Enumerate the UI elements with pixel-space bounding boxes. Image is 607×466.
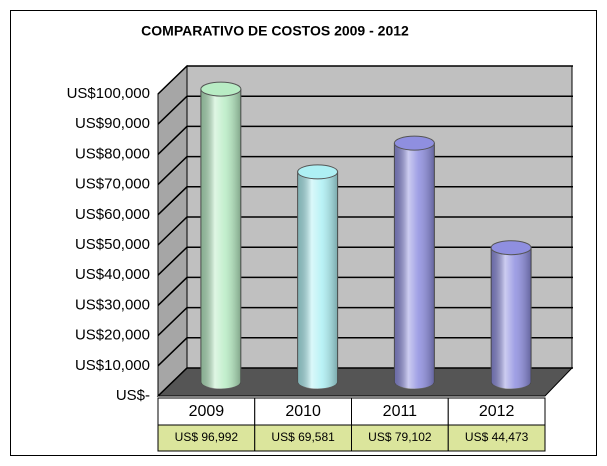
chart-title: COMPARATIVO DE COSTOS 2009 - 2012	[141, 23, 409, 39]
data-table: 2009 US$ 96,992 2010 US$ 69,581 2011 US$ 79,1…	[157, 397, 546, 452]
value-label: US$ 69,581	[271, 430, 335, 444]
bar-top	[393, 135, 435, 151]
bar-shading	[394, 143, 435, 389]
table-cell	[351, 424, 449, 452]
grid-line	[157, 367, 573, 397]
y-tick-label: US$30,000	[75, 296, 150, 313]
grid-line	[157, 186, 573, 216]
value-label: US$ 96,992	[175, 430, 239, 444]
y-tick-label: US$40,000	[75, 266, 150, 283]
grid-line	[157, 306, 573, 337]
grid-line	[157, 125, 573, 155]
value-label: US$ 79,102	[368, 430, 432, 444]
x-tick-label: 2009	[189, 403, 225, 420]
grid-line	[157, 216, 573, 246]
grid-line	[157, 65, 573, 95]
grid-line	[157, 276, 573, 306]
bar-shading	[200, 89, 241, 389]
value-label: US$ 44,473	[465, 430, 529, 444]
y-tick-label: US$80,000	[75, 145, 150, 162]
y-tick-label: US$70,000	[75, 176, 150, 193]
grid-line	[157, 95, 573, 125]
y-tick-label: US$10,000	[75, 357, 150, 374]
grid-line	[157, 337, 573, 367]
table-cell	[447, 397, 546, 426]
grid	[157, 65, 573, 397]
x-tick-label: 2012	[479, 403, 515, 420]
y-tick-label: US$20,000	[75, 327, 150, 344]
x-tick-label: 2011	[383, 403, 418, 420]
bar-top	[200, 81, 242, 97]
grid-line	[157, 246, 573, 276]
bars	[200, 81, 532, 390]
y-tick-label: US$50,000	[75, 236, 150, 253]
bar-top	[490, 240, 532, 256]
y-tick-label: US$60,000	[75, 206, 150, 223]
y-tick-label: US$90,000	[75, 115, 150, 132]
table-cell	[351, 397, 449, 426]
table-cell	[254, 424, 352, 452]
bar-top	[297, 164, 339, 180]
grid-line	[157, 155, 573, 186]
x-tick-label: 2010	[285, 403, 321, 420]
bar-shading	[297, 171, 338, 389]
table-cell	[447, 424, 546, 452]
bar-shading	[491, 247, 532, 389]
table-cell	[157, 424, 256, 452]
y-tick-label: US$100,000	[67, 85, 150, 102]
y-tick-label: US$-	[116, 387, 150, 404]
